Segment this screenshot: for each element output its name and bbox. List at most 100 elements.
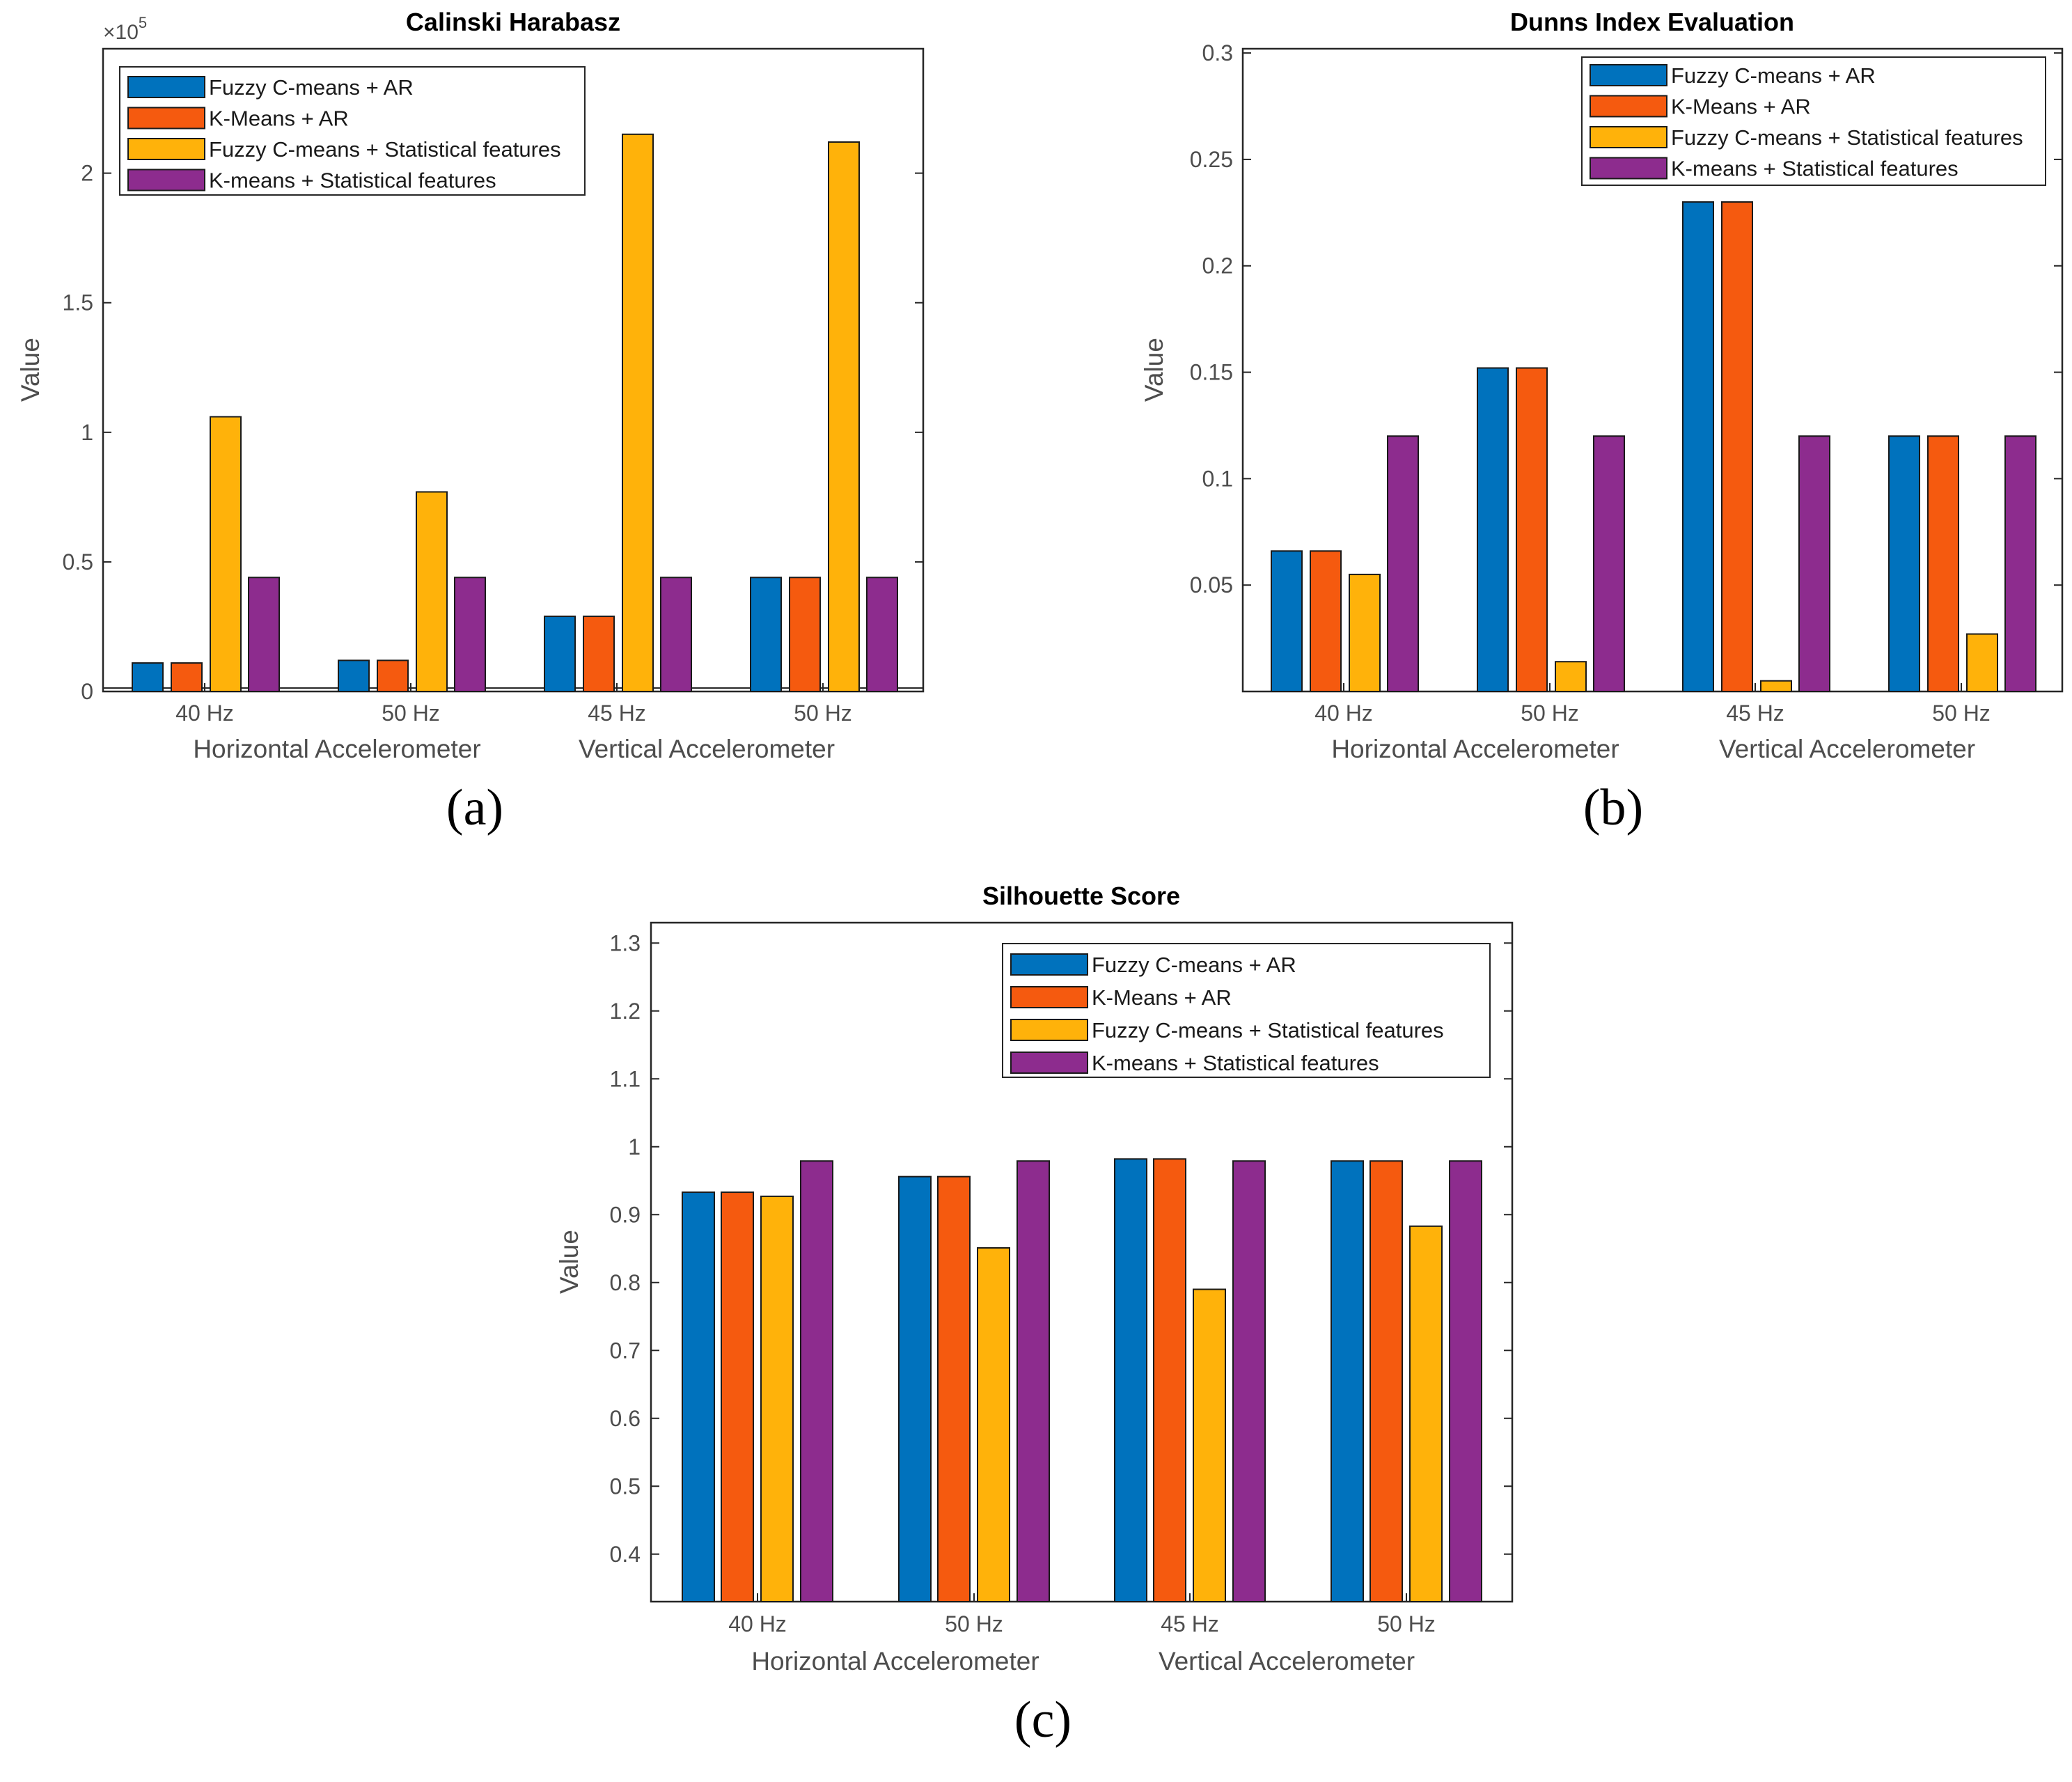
y-tick-label: 1 — [81, 420, 93, 445]
bar-fuzzy-c-means-statistical-3 — [1760, 680, 1792, 693]
panel-caption: (c) — [1014, 1691, 1072, 1749]
legend: Fuzzy C-means + AR K-Means + AR Fuzzy C-me… — [1002, 943, 1491, 1078]
legend-label-k-means-statistical: K-means + Statistical features — [1671, 157, 1959, 181]
y-axis-label: Value — [16, 338, 45, 402]
bar-fuzzy-c-means-ar-1 — [132, 662, 164, 693]
bar-k-means-statistical-3 — [660, 577, 692, 693]
legend-label-fuzzy-c-means-statistical: Fuzzy C-means + Statistical features — [209, 137, 561, 162]
chart-title: Silhouette Score — [982, 882, 1180, 910]
bar-fuzzy-c-means-ar-3 — [1682, 201, 1714, 692]
bar-fuzzy-c-means-ar-4 — [750, 577, 782, 693]
x-tick-label: 40 Hz — [728, 1611, 787, 1636]
legend-label-fuzzy-c-means-statistical: Fuzzy C-means + Statistical features — [1671, 125, 2023, 150]
y-tick-label: 1.3 — [610, 930, 641, 955]
chart-title: Calinski Harabasz — [406, 8, 620, 36]
legend-label-k-means-statistical: K-means + Statistical features — [1092, 1051, 1379, 1075]
y-tick-label: 0.25 — [1190, 147, 1233, 172]
legend-swatch-k-means-ar — [1010, 986, 1088, 1008]
legend-swatch-fuzzy-c-means-ar — [127, 76, 205, 98]
y-tick-label: 0.15 — [1190, 360, 1233, 385]
bar-fuzzy-c-means-ar-4 — [1331, 1160, 1364, 1602]
y-exponent-power: 5 — [139, 14, 147, 31]
x-tick-label: 50 Hz — [1377, 1611, 1436, 1636]
legend-label-k-means-ar: K-Means + AR — [1671, 95, 1811, 119]
bar-fuzzy-c-means-ar-3 — [544, 616, 576, 692]
bar-k-means-statistical-4 — [1449, 1160, 1482, 1602]
x-tick-label: 50 Hz — [1932, 701, 1991, 726]
bar-k-means-ar-2 — [377, 659, 409, 692]
legend-label-fuzzy-c-means-ar: Fuzzy C-means + AR — [209, 75, 414, 100]
y-tick-label: 0.5 — [610, 1474, 641, 1499]
x-tick-label: 45 Hz — [1726, 701, 1784, 726]
legend: Fuzzy C-means + AR K-Means + AR Fuzzy C-me… — [119, 66, 586, 196]
bar-k-means-ar-1 — [1310, 550, 1342, 693]
x-group-label: Horizontal Accelerometer — [1331, 735, 1619, 763]
y-tick-label: 0.1 — [1202, 466, 1233, 491]
x-tick-label: 40 Hz — [1314, 701, 1373, 726]
panel-caption: (b) — [1583, 779, 1643, 836]
bar-fuzzy-c-means-ar-1 — [1271, 550, 1303, 693]
legend-swatch-fuzzy-c-means-ar — [1010, 953, 1088, 976]
y-tick-label: 1 — [628, 1134, 641, 1159]
bar-k-means-ar-3 — [1721, 201, 1753, 692]
bar-k-means-statistical-3 — [1798, 435, 1830, 693]
chart-panel-b: 0.05 0.1 0.15 0.2 0.25 0.3 40 Hz 50 Hz 45 Hz 50 H… — [1140, 8, 2064, 836]
bar-k-means-ar-2 — [937, 1175, 971, 1602]
bar-fuzzy-c-means-statistical-2 — [977, 1247, 1010, 1603]
y-tick-label: 0.4 — [610, 1542, 641, 1567]
bar-k-means-statistical-1 — [800, 1160, 833, 1602]
y-tick-label: 0.2 — [1202, 253, 1233, 279]
y-tick-label: 0.9 — [610, 1202, 641, 1227]
y-axis-label: Value — [1140, 338, 1168, 402]
legend-swatch-k-means-statistical — [1590, 157, 1667, 180]
bar-fuzzy-c-means-statistical-4 — [828, 141, 860, 692]
bar-k-means-statistical-2 — [1593, 435, 1625, 693]
x-group-label: Horizontal Accelerometer — [751, 1647, 1039, 1675]
y-tick-label: 0 — [81, 679, 93, 704]
legend-swatch-k-means-ar — [1590, 95, 1667, 118]
legend-swatch-fuzzy-c-means-statistical — [1010, 1019, 1088, 1041]
bar-fuzzy-c-means-statistical-4 — [1966, 633, 1998, 692]
bar-k-means-statistical-4 — [2004, 435, 2036, 693]
chart-panel-c: 0.4 0.5 0.6 0.7 0.8 0.9 1 1.1 1.2 1.3 40 Hz 50 Hz 45… — [555, 882, 1514, 1749]
bar-fuzzy-c-means-statistical-4 — [1409, 1225, 1443, 1602]
legend-label-k-means-ar: K-Means + AR — [209, 107, 349, 131]
bar-k-means-statistical-3 — [1232, 1160, 1266, 1602]
x-tick-label: 45 Hz — [1161, 1611, 1219, 1636]
bar-k-means-ar-2 — [1516, 367, 1548, 693]
x-tick-label: 50 Hz — [382, 701, 440, 726]
bar-fuzzy-c-means-ar-2 — [1477, 367, 1509, 693]
legend-swatch-k-means-statistical — [1010, 1052, 1088, 1074]
bar-k-means-ar-4 — [1927, 435, 1959, 693]
legend: Fuzzy C-means + AR K-Means + AR Fuzzy C-me… — [1581, 56, 2046, 186]
legend-label-k-means-ar: K-Means + AR — [1092, 985, 1232, 1010]
y-tick-label: 0.3 — [1202, 40, 1233, 65]
bar-fuzzy-c-means-ar-4 — [1888, 435, 1920, 693]
legend-swatch-k-means-ar — [127, 107, 205, 130]
y-exponent-label: ×105 — [103, 14, 147, 44]
bar-fuzzy-c-means-ar-3 — [1114, 1158, 1147, 1603]
x-tick-label: 40 Hz — [175, 701, 234, 726]
y-tick-label: 1.1 — [610, 1066, 641, 1091]
y-tick-label: 1.2 — [610, 999, 641, 1024]
x-group-label: Horizontal Accelerometer — [193, 735, 480, 763]
legend-label-fuzzy-c-means-ar: Fuzzy C-means + AR — [1092, 953, 1296, 977]
x-group-label: Vertical Accelerometer — [579, 735, 835, 763]
legend-label-fuzzy-c-means-ar: Fuzzy C-means + AR — [1671, 63, 1876, 88]
y-tick-label: 0.6 — [610, 1406, 641, 1431]
x-tick-label: 50 Hz — [945, 1611, 1003, 1636]
y-tick-label: 0.05 — [1190, 572, 1233, 597]
bar-k-means-statistical-1 — [1387, 435, 1419, 693]
bar-fuzzy-c-means-statistical-2 — [1555, 661, 1587, 692]
bar-fuzzy-c-means-statistical-3 — [1193, 1288, 1226, 1602]
bar-fuzzy-c-means-statistical-3 — [622, 133, 654, 692]
bar-k-means-ar-1 — [171, 662, 203, 693]
bar-k-means-ar-4 — [789, 577, 821, 693]
bar-fuzzy-c-means-ar-2 — [898, 1175, 932, 1602]
panel-caption: (a) — [446, 779, 503, 836]
chart-title: Dunns Index Evaluation — [1510, 8, 1794, 36]
y-axis-label: Value — [555, 1230, 583, 1294]
y-tick-label: 2 — [81, 161, 93, 186]
legend-swatch-k-means-statistical — [127, 169, 205, 192]
